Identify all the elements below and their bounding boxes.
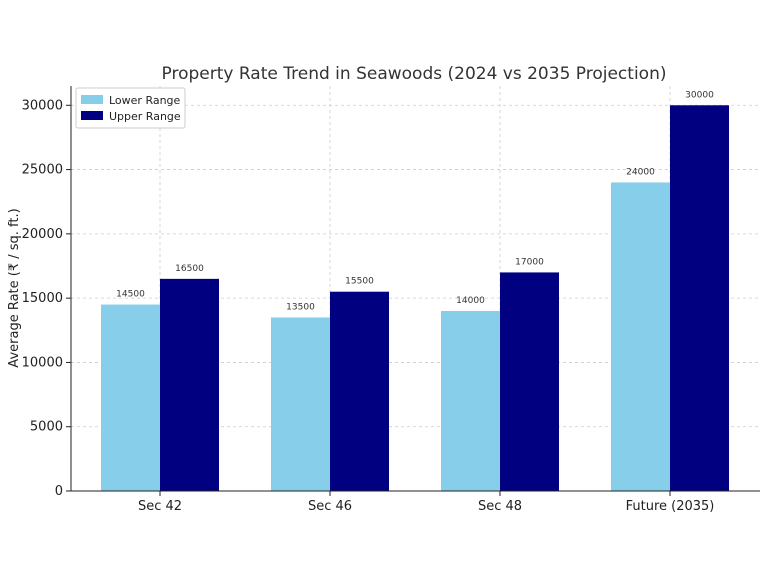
chart-title: Property Rate Trend in Seawoods (2024 vs… (162, 64, 667, 84)
legend-box (75, 87, 186, 129)
axes: 0 5000 10000 15000 20000 25000 30000 Sec 42 Sec … (22, 86, 760, 514)
bar (101, 304, 160, 491)
bar (271, 317, 330, 491)
data-label: 14500 (116, 290, 145, 300)
bar (330, 291, 389, 491)
y-tick-label: 10000 (22, 355, 63, 370)
x-tick-label: Sec 46 (308, 499, 352, 514)
y-tick-label: 25000 (22, 163, 63, 178)
bar (611, 182, 670, 491)
y-tick-label: 5000 (30, 420, 63, 435)
data-label: 14000 (456, 296, 485, 306)
data-label: 30000 (685, 90, 714, 100)
x-tick-label: Sec 48 (478, 499, 522, 514)
legend-swatch (81, 111, 103, 120)
legend: Lower Range Upper Range (75, 87, 186, 129)
bar (441, 311, 500, 491)
y-tick-label: 20000 (22, 227, 63, 242)
legend-swatch (81, 95, 103, 104)
data-label: 24000 (626, 167, 655, 177)
y-tick-label: 15000 (22, 291, 63, 306)
bar (670, 105, 729, 492)
data-label: 13500 (286, 302, 315, 312)
data-label: 15500 (345, 277, 374, 287)
data-label: 16500 (175, 264, 204, 274)
bars: 14500 16500 13500 15500 14000 17000 24000 30000 (101, 90, 729, 492)
y-tick-label: 0 (55, 484, 63, 499)
y-axis-label: Average Rate (₹ / sq. ft.) (7, 208, 22, 367)
legend-label: Lower Range (109, 94, 181, 107)
y-tick-label: 30000 (22, 98, 63, 113)
bar (500, 272, 559, 491)
x-tick-label: Sec 42 (138, 499, 182, 514)
data-label: 17000 (515, 257, 544, 267)
bar (160, 278, 219, 491)
x-tick-label: Future (2035) (626, 499, 715, 514)
legend-label: Upper Range (109, 110, 181, 123)
